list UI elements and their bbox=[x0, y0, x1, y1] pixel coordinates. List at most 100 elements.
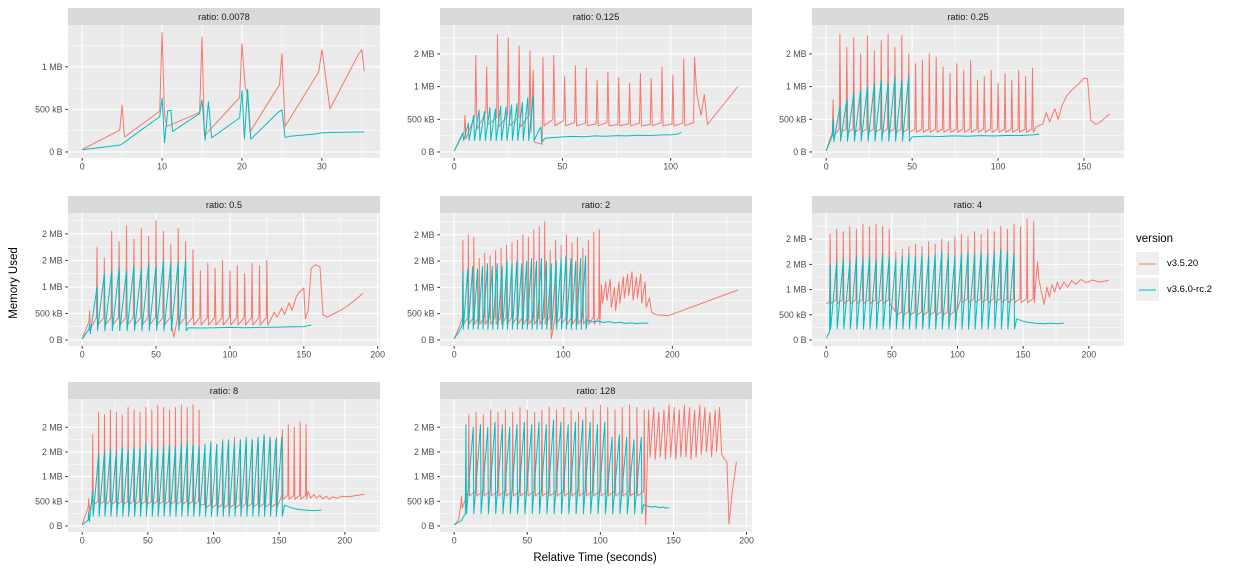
facet-panel: ratio: 4 0 50 100 150 200 0 B 500 kB 1 MB 2 MB 2 M… bbox=[779, 196, 1124, 360]
svg-text:0 B: 0 B bbox=[49, 147, 62, 157]
svg-text:150: 150 bbox=[1077, 162, 1092, 172]
facet-panel: ratio: 0.25 0 50 100 150 0 B 500 kB 1 MB 2 MB bbox=[779, 8, 1124, 172]
svg-text:0: 0 bbox=[824, 350, 829, 360]
svg-text:0: 0 bbox=[452, 350, 457, 360]
svg-text:20: 20 bbox=[237, 162, 247, 172]
svg-text:1 MB: 1 MB bbox=[414, 472, 435, 482]
svg-text:150: 150 bbox=[666, 536, 681, 546]
svg-text:2 MB: 2 MB bbox=[42, 447, 63, 457]
svg-text:200: 200 bbox=[665, 350, 680, 360]
legend-key bbox=[1136, 252, 1159, 275]
facet-strip bbox=[440, 8, 752, 25]
svg-text:50: 50 bbox=[558, 162, 568, 172]
facet-strip-label: ratio: 4 bbox=[954, 200, 982, 210]
legend-item: v3.5.20 bbox=[1136, 252, 1242, 275]
svg-text:0 B: 0 B bbox=[421, 147, 434, 157]
svg-text:100: 100 bbox=[991, 162, 1006, 172]
svg-text:1 MB: 1 MB bbox=[414, 82, 435, 92]
svg-text:150: 150 bbox=[272, 536, 287, 546]
facet-panel: ratio: 0.125 0 50 100 0 B 500 kB 1 MB 2 MB bbox=[407, 8, 752, 172]
x-axis-ticks: 0 50 100 150 200 bbox=[80, 346, 385, 360]
facet-strip-label: ratio: 0.0078 bbox=[198, 12, 250, 22]
svg-text:200: 200 bbox=[739, 536, 754, 546]
facet-strip-label: ratio: 0.5 bbox=[206, 200, 242, 210]
svg-text:1 MB: 1 MB bbox=[42, 472, 63, 482]
series-line-v3.6.0-rc.2 bbox=[453, 419, 670, 526]
svg-text:50: 50 bbox=[143, 536, 153, 546]
facet-panel: ratio: 128 0 50 100 150 200 0 B 500 kB 1 MB 2 MB 2… bbox=[407, 382, 754, 546]
svg-text:0: 0 bbox=[452, 162, 457, 172]
svg-text:2 MB: 2 MB bbox=[414, 447, 435, 457]
svg-text:30: 30 bbox=[317, 162, 327, 172]
svg-text:2 MB: 2 MB bbox=[786, 49, 807, 59]
svg-text:500 kB: 500 kB bbox=[35, 308, 63, 318]
svg-text:0: 0 bbox=[824, 162, 829, 172]
svg-text:100: 100 bbox=[223, 350, 238, 360]
svg-text:0: 0 bbox=[80, 350, 85, 360]
facet-strip-label: ratio: 0.125 bbox=[573, 12, 620, 22]
svg-text:150: 150 bbox=[296, 350, 311, 360]
series-line-v3.6.0-rc.2 bbox=[82, 88, 365, 151]
y-axis-ticks: 0 B 500 kB 1 MB 2 MB 2 MB bbox=[407, 230, 440, 345]
facet-strip bbox=[812, 8, 1124, 25]
gridlines bbox=[440, 213, 752, 346]
svg-text:1 MB: 1 MB bbox=[786, 82, 807, 92]
svg-text:100: 100 bbox=[556, 350, 571, 360]
facet-strip-label: ratio: 128 bbox=[577, 386, 616, 396]
y-axis-ticks: 0 B 500 kB 1 MB 2 MB bbox=[407, 49, 440, 157]
svg-text:0: 0 bbox=[80, 162, 85, 172]
svg-text:2 MB: 2 MB bbox=[414, 49, 435, 59]
series-line-v3.6.0-rc.2 bbox=[825, 75, 1040, 152]
gridlines bbox=[812, 25, 1124, 158]
facet-strip bbox=[68, 196, 380, 213]
svg-text:1 MB: 1 MB bbox=[414, 282, 435, 292]
x-axis-ticks: 0 50 100 150 200 bbox=[452, 532, 754, 546]
x-axis-ticks: 0 50 100 150 200 bbox=[824, 346, 1096, 360]
legend: version v3.5.20 v3.6.0-rc.2 bbox=[1136, 233, 1242, 304]
svg-text:50: 50 bbox=[887, 350, 897, 360]
svg-text:0 B: 0 B bbox=[421, 335, 434, 345]
y-axis-ticks: 0 B 500 kB 1 MB 2 MB 2 MB bbox=[35, 422, 68, 531]
y-axis-ticks: 0 B 500 kB 1 MB bbox=[35, 62, 68, 157]
x-axis-ticks: 0 100 200 bbox=[452, 346, 680, 360]
x-axis-ticks: 0 50 100 150 200 bbox=[80, 532, 352, 546]
series-line-v3.6.0-rc.2 bbox=[453, 95, 682, 152]
facet-panel: ratio: 0.5 0 50 100 150 200 0 B 500 kB 1 MB 2 MB 2… bbox=[35, 196, 385, 360]
svg-text:2 MB: 2 MB bbox=[42, 422, 63, 432]
y-axis-ticks: 0 B 500 kB 1 MB 2 MB 2 MB bbox=[779, 234, 812, 345]
series-line-v3.5.20 bbox=[81, 404, 365, 525]
svg-text:500 kB: 500 kB bbox=[407, 496, 435, 506]
legend-key bbox=[1136, 278, 1159, 301]
svg-text:500 kB: 500 kB bbox=[779, 114, 807, 124]
legend-item-label: v3.6.0-rc.2 bbox=[1167, 284, 1212, 295]
svg-text:100: 100 bbox=[950, 350, 965, 360]
svg-text:0 B: 0 B bbox=[49, 521, 62, 531]
panel-plot-area bbox=[68, 213, 380, 346]
svg-text:500 kB: 500 kB bbox=[35, 104, 63, 114]
facet-strip-label: ratio: 0.25 bbox=[947, 12, 988, 22]
svg-text:200: 200 bbox=[370, 350, 385, 360]
facet-panel: ratio: 8 0 50 100 150 200 0 B 500 kB 1 MB 2 MB 2 M… bbox=[35, 382, 380, 546]
svg-text:50: 50 bbox=[151, 350, 161, 360]
y-axis-ticks: 0 B 500 kB 1 MB 2 MB bbox=[779, 49, 812, 157]
svg-text:200: 200 bbox=[1081, 350, 1096, 360]
svg-text:1 MB: 1 MB bbox=[786, 285, 807, 295]
svg-text:500 kB: 500 kB bbox=[407, 309, 435, 319]
series-line-v3.5.20 bbox=[81, 220, 364, 339]
y-axis-ticks: 0 B 500 kB 1 MB 2 MB 2 MB bbox=[35, 229, 68, 345]
svg-text:500 kB: 500 kB bbox=[35, 496, 63, 506]
series-line-v3.5.20 bbox=[81, 32, 365, 150]
svg-text:500 kB: 500 kB bbox=[779, 310, 807, 320]
facet-strip bbox=[812, 196, 1124, 213]
svg-text:0 B: 0 B bbox=[793, 147, 806, 157]
svg-text:1 MB: 1 MB bbox=[42, 62, 63, 72]
svg-text:50: 50 bbox=[907, 162, 917, 172]
legend-item-label: v3.5.20 bbox=[1167, 258, 1199, 269]
x-axis-ticks: 0 50 100 bbox=[452, 158, 678, 172]
svg-text:200: 200 bbox=[337, 536, 352, 546]
facet-strip bbox=[68, 382, 380, 399]
legend-title: version bbox=[1136, 233, 1174, 245]
svg-text:100: 100 bbox=[663, 162, 678, 172]
svg-text:2 MB: 2 MB bbox=[786, 234, 807, 244]
